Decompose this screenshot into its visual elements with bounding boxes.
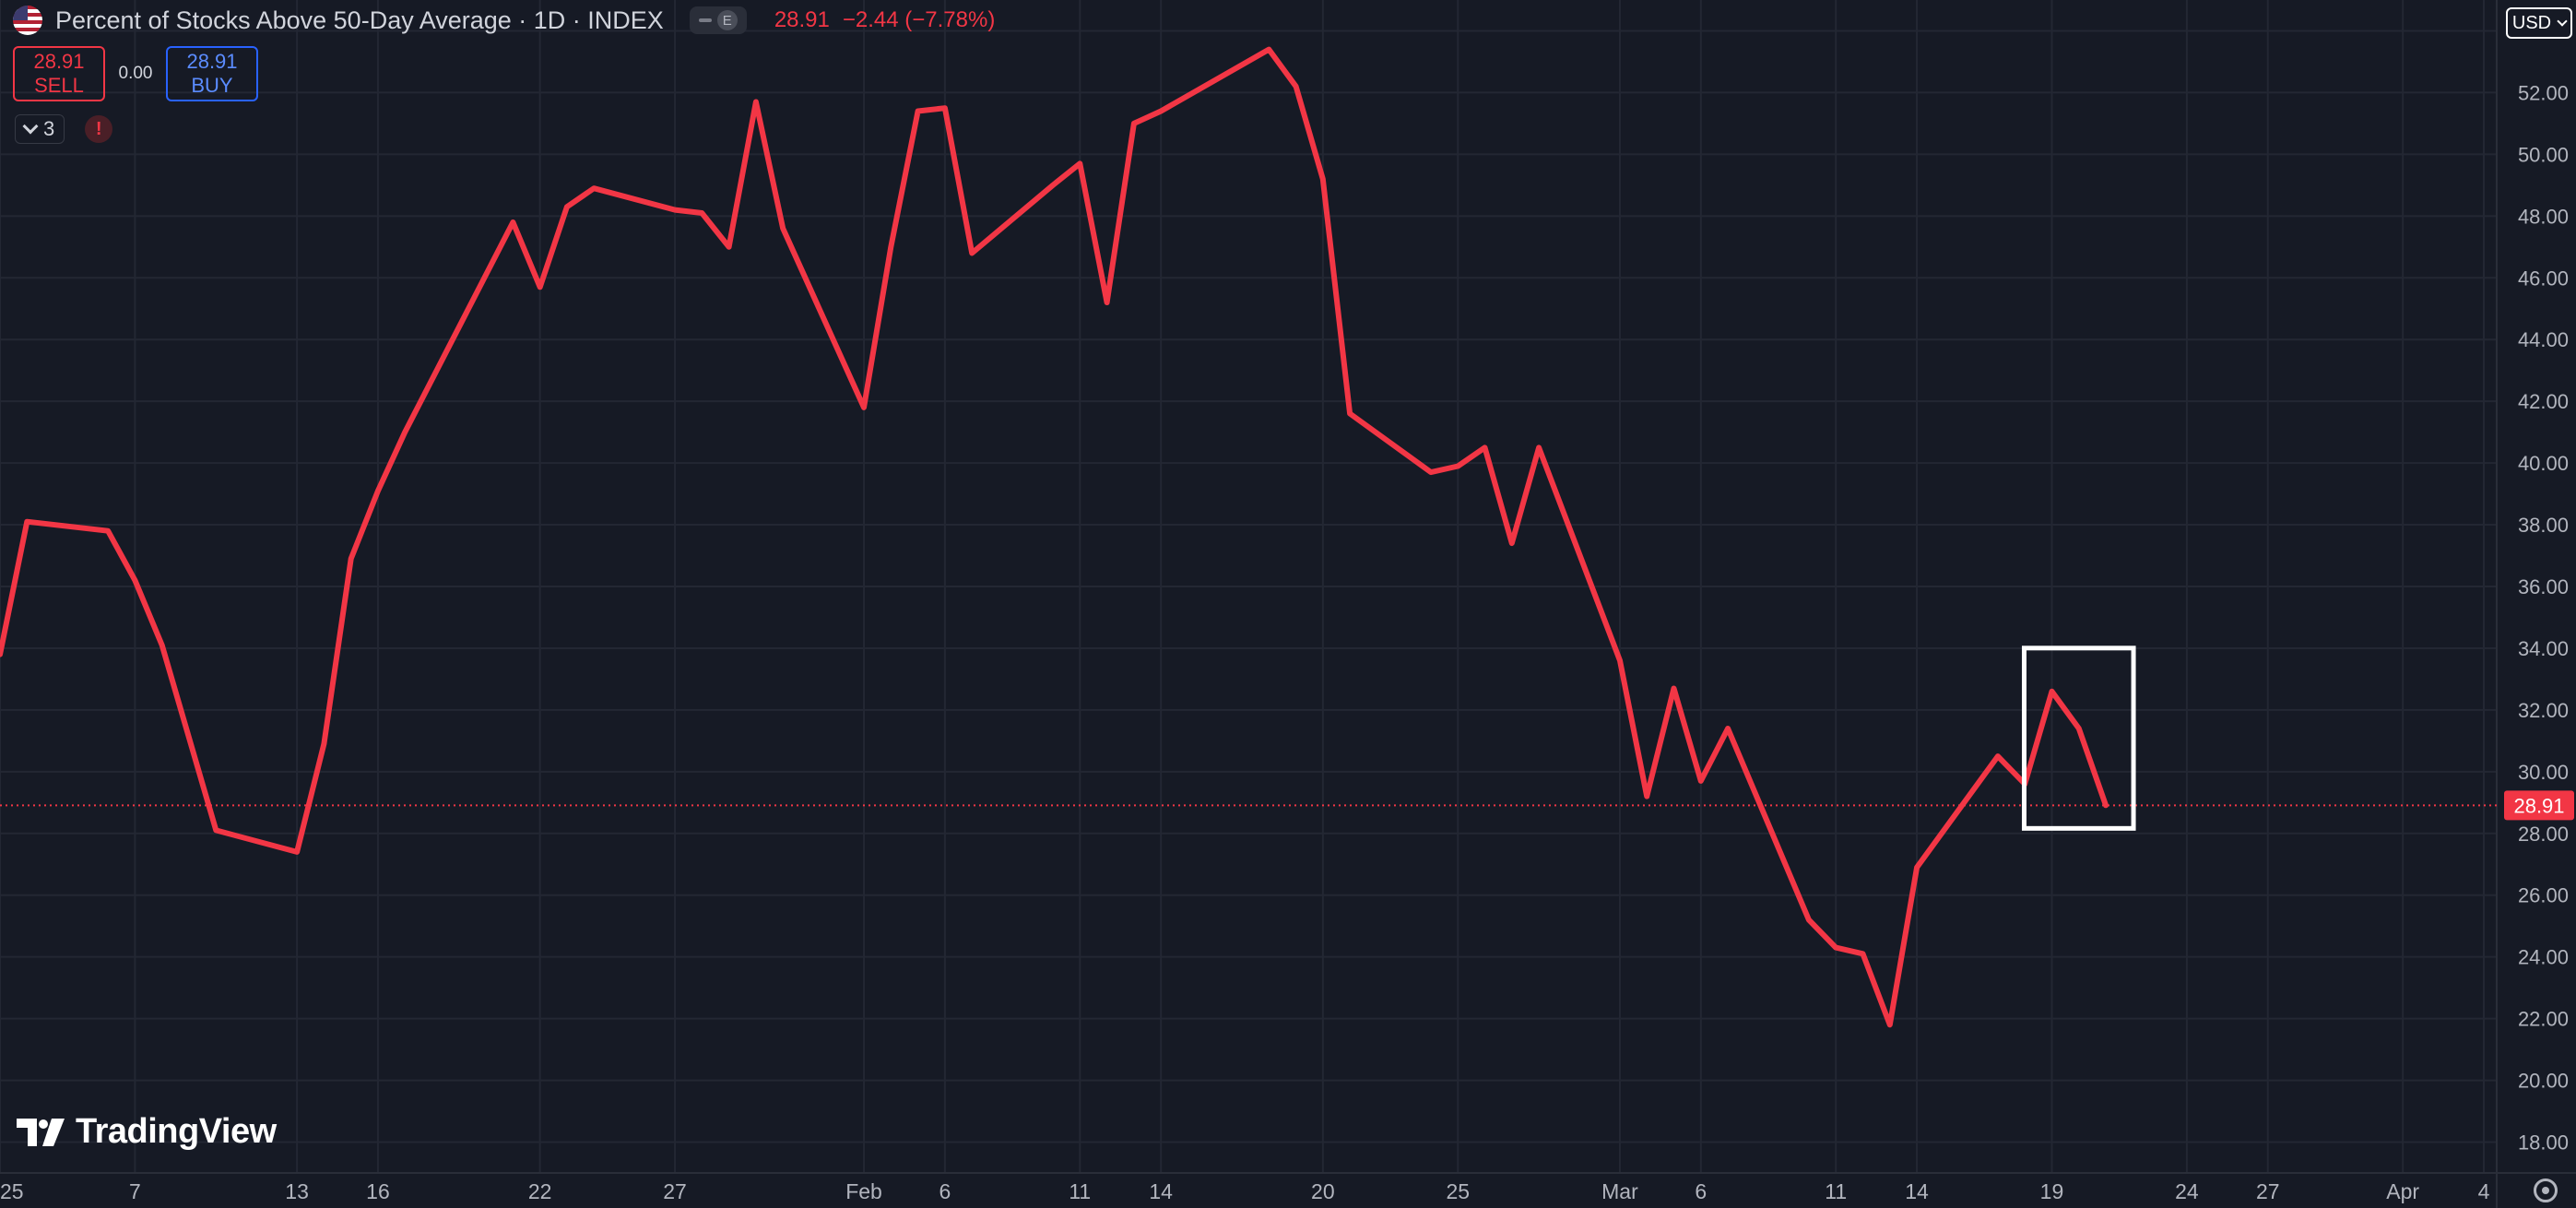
x-tick-label: 6 xyxy=(1695,1179,1707,1203)
y-tick-label: 26.00 xyxy=(2518,884,2569,907)
y-tick-label: 42.00 xyxy=(2518,390,2569,413)
x-tick-label: Feb xyxy=(845,1179,882,1203)
sell-label: SELL xyxy=(34,74,84,97)
x-tick-label: 24 xyxy=(2175,1179,2199,1203)
buy-button[interactable]: 28.91 BUY xyxy=(166,46,258,101)
chevron-down-icon xyxy=(2557,16,2568,27)
y-tick-label: 34.00 xyxy=(2518,637,2569,660)
highlight-box[interactable] xyxy=(2021,645,2136,831)
x-tick-label: 7 xyxy=(129,1179,141,1203)
x-tick-label: 22 xyxy=(528,1179,552,1203)
x-tick-label: 4 xyxy=(2478,1179,2490,1203)
x-tick-label: 14 xyxy=(1905,1179,1929,1203)
tradingview-logo-icon xyxy=(17,1118,65,1146)
x-tick-label: 27 xyxy=(2256,1179,2280,1203)
y-tick-label: 24.00 xyxy=(2518,946,2569,969)
alert-icon[interactable]: ! xyxy=(85,115,113,143)
x-tick-label: 20 xyxy=(1311,1179,1335,1203)
last-price-tag xyxy=(2504,790,2574,821)
y-tick-label: 32.00 xyxy=(2518,699,2569,722)
x-tick-label: 11 xyxy=(1069,1179,1091,1203)
sell-price: 28.91 xyxy=(33,50,85,73)
chevron-down-icon xyxy=(22,118,39,135)
earnings-event-icon: E xyxy=(716,10,738,30)
indicators-toggle[interactable]: 3 xyxy=(15,114,65,144)
y-tick-label: 20.00 xyxy=(2518,1070,2569,1093)
y-tick-label: 22.00 xyxy=(2518,1008,2569,1031)
indicators-count: 3 xyxy=(43,117,55,140)
price-change: −2.44 (−7.78%) xyxy=(842,7,996,32)
y-tick-label: 30.00 xyxy=(2518,761,2569,784)
x-tick-label: 16 xyxy=(366,1179,390,1203)
tradingview-logo: TradingView xyxy=(17,1112,277,1152)
x-tick-label: 19 xyxy=(2040,1179,2064,1203)
last-value: 28.91 xyxy=(774,7,830,32)
currency-selector[interactable]: USD xyxy=(2506,7,2572,39)
y-tick-label: 28.00 xyxy=(2518,823,2569,846)
y-tick-label: 40.00 xyxy=(2518,452,2569,475)
y-tick-label: 52.00 xyxy=(2518,81,2569,104)
series-line[interactable] xyxy=(0,46,2109,1028)
us-flag-icon xyxy=(13,6,42,35)
sell-button[interactable]: 28.91 SELL xyxy=(13,46,105,101)
events-badge[interactable]: E xyxy=(689,6,747,34)
y-tick-label: 18.00 xyxy=(2518,1131,2569,1155)
last-price-label: 28.91 xyxy=(2513,794,2564,817)
x-tick-label: Apr xyxy=(2386,1179,2419,1203)
x-tick-label: 25 xyxy=(1446,1179,1470,1203)
symbol-title[interactable]: Percent of Stocks Above 50-Day Average ·… xyxy=(55,6,664,34)
trade-panel: 28.91 SELL 0.00 28.91 BUY xyxy=(13,46,258,101)
symbol-header: Percent of Stocks Above 50-Day Average ·… xyxy=(13,2,995,39)
y-tick-label: 38.00 xyxy=(2518,514,2569,537)
x-tick-label: Mar xyxy=(1601,1179,1638,1203)
y-tick-label: 50.00 xyxy=(2518,143,2569,166)
spread-value: 0.00 xyxy=(118,64,153,83)
gear-icon[interactable] xyxy=(2534,1178,2558,1202)
y-tick-label: 44.00 xyxy=(2518,328,2569,351)
x-tick-label: 6 xyxy=(939,1179,951,1203)
collapse-dash-icon xyxy=(698,18,712,22)
buy-price: 28.91 xyxy=(186,50,238,73)
y-tick-label: 48.00 xyxy=(2518,205,2569,228)
y-tick-label: 36.00 xyxy=(2518,575,2569,598)
y-tick-label: 46.00 xyxy=(2518,266,2569,290)
indicators-row: 3 ! xyxy=(15,114,113,144)
currency-label: USD xyxy=(2511,12,2552,33)
x-tick-label: 13 xyxy=(285,1179,309,1203)
x-tick-label: 11 xyxy=(1825,1179,1847,1203)
logo-text: TradingView xyxy=(76,1112,277,1151)
x-tick-label: 27 xyxy=(663,1179,687,1203)
buy-label: BUY xyxy=(191,74,233,97)
x-tick-label: 14 xyxy=(1149,1179,1173,1203)
